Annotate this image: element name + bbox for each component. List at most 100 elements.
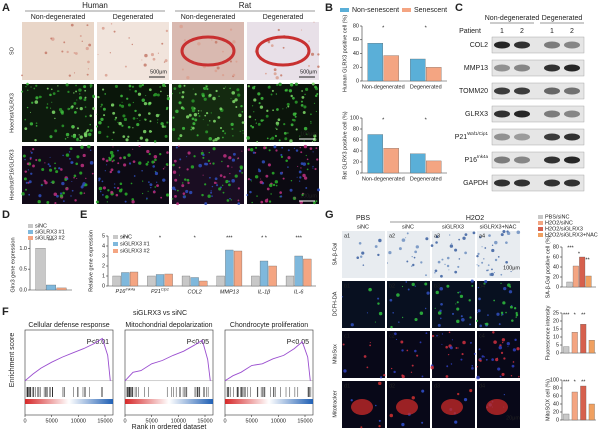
cell — [208, 93, 212, 97]
y-axis-label: Rat GLRX3 positive cell (%) — [342, 111, 348, 179]
cell — [162, 83, 166, 87]
cell — [85, 130, 88, 133]
cell — [76, 155, 80, 159]
cell — [193, 155, 196, 158]
cell — [242, 132, 244, 134]
cell — [69, 157, 71, 160]
panel-label: B — [325, 2, 333, 14]
cell — [166, 194, 169, 196]
cell — [137, 140, 139, 142]
cell — [186, 156, 188, 158]
cell — [476, 264, 478, 266]
cell — [54, 162, 56, 165]
cell — [202, 119, 204, 121]
cell — [392, 311, 394, 314]
y-tick-label: 20 — [353, 65, 359, 71]
cell — [275, 184, 278, 187]
cell — [229, 197, 231, 200]
cell — [84, 115, 87, 118]
cell — [287, 132, 289, 134]
cell — [208, 137, 213, 141]
cell — [260, 200, 264, 204]
cell — [89, 114, 93, 118]
cell — [226, 199, 230, 202]
x-tick-label: COL2 — [187, 289, 201, 295]
cell — [89, 161, 94, 165]
blot-band — [564, 41, 580, 49]
cell — [138, 145, 141, 148]
bar — [580, 385, 587, 421]
significance: ** — [581, 312, 586, 318]
cell — [303, 126, 308, 131]
cell — [421, 375, 424, 378]
cell — [276, 108, 279, 111]
cell — [296, 176, 298, 178]
significance: * — [382, 117, 385, 123]
cell — [267, 85, 271, 89]
panel-label: F — [2, 306, 9, 318]
cell — [212, 96, 216, 101]
cell — [395, 338, 398, 341]
cell — [221, 184, 224, 187]
x-tick-label: IL-1β — [258, 289, 271, 295]
cell — [104, 170, 106, 172]
cell — [186, 168, 189, 171]
cell — [73, 51, 76, 54]
cell — [124, 192, 128, 196]
cell — [485, 358, 488, 361]
cell — [260, 178, 262, 180]
cell — [163, 125, 167, 128]
cell — [51, 101, 53, 103]
cell — [476, 312, 479, 314]
cell — [67, 90, 70, 93]
cell — [110, 103, 115, 107]
cell — [141, 170, 143, 172]
cell — [495, 358, 499, 362]
cell — [246, 136, 250, 140]
cell — [97, 53, 99, 55]
cell — [151, 160, 155, 164]
column-header: Degenerated — [263, 14, 304, 21]
cell — [249, 190, 252, 194]
bar — [294, 255, 303, 287]
cell — [190, 165, 195, 169]
x-tick-label: 15000 — [297, 418, 312, 424]
cell — [271, 89, 274, 92]
cell — [471, 367, 474, 370]
blot-band — [564, 64, 580, 72]
cell — [30, 150, 32, 152]
cell — [263, 146, 266, 150]
cell — [456, 301, 459, 304]
cell — [100, 103, 103, 106]
cell — [419, 311, 424, 315]
column-header: siNC — [402, 224, 414, 230]
blot-band — [494, 87, 510, 95]
cell — [65, 187, 68, 189]
bar — [410, 153, 426, 174]
cell — [49, 93, 52, 97]
cell — [491, 248, 495, 253]
cell — [202, 156, 205, 159]
cell — [89, 123, 91, 126]
cell — [260, 96, 264, 100]
significance: * — [578, 251, 581, 257]
cell — [360, 426, 363, 429]
cell — [491, 358, 494, 361]
x-axis-label: Rank in ordered dataset — [132, 424, 207, 431]
cell — [271, 171, 275, 175]
cell — [479, 324, 483, 328]
cell — [72, 135, 76, 139]
cell — [113, 186, 116, 189]
cell — [215, 184, 219, 187]
cell — [378, 424, 381, 428]
cell — [222, 50, 224, 53]
blot-band — [544, 179, 560, 187]
cell — [98, 179, 100, 182]
cell — [117, 162, 120, 165]
blot-band — [494, 133, 510, 141]
cell — [280, 195, 283, 198]
cell — [133, 175, 136, 177]
y-tick-label: 0 — [356, 78, 359, 84]
cell — [515, 316, 517, 318]
cell — [471, 365, 474, 367]
